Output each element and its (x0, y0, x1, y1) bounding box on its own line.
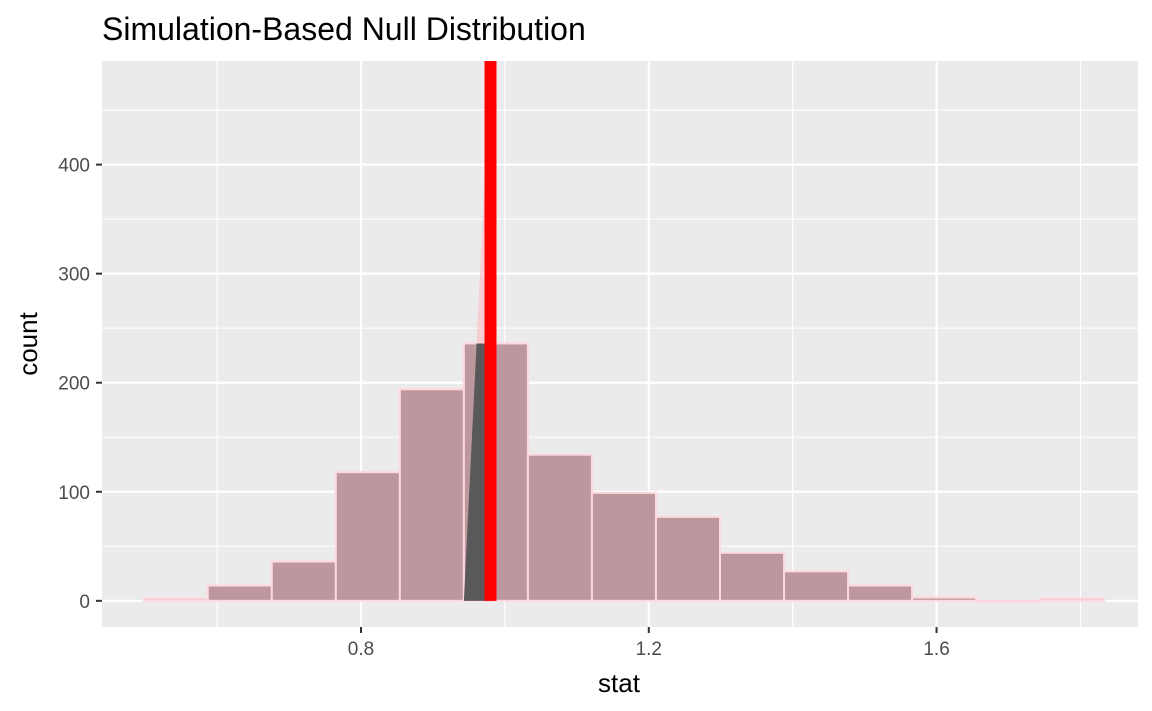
histogram-bar (719, 551, 786, 602)
histogram-bar (975, 599, 1042, 603)
x-tick-label: 1.6 (923, 639, 949, 660)
histogram-bar (142, 597, 209, 602)
histogram-bar (398, 388, 465, 602)
shade-overlap-area (463, 343, 491, 601)
histogram-bar (1039, 597, 1106, 602)
y-axis: 0 100 200 300 400 (58, 156, 102, 613)
histogram-bar (206, 584, 273, 602)
chart-title: Simulation-Based Null Distribution (102, 11, 586, 47)
histogram-bar (654, 515, 722, 602)
x-tick-label: 1.2 (636, 639, 662, 660)
y-tick-label: 0 (79, 592, 90, 613)
histogram-bar (526, 453, 593, 602)
y-tick-label: 300 (58, 265, 90, 286)
shade-overlap (463, 343, 491, 601)
histogram-bar (334, 471, 401, 602)
histogram-bar (911, 596, 978, 602)
y-tick-label: 400 (58, 156, 90, 177)
x-axis-title: stat (598, 668, 641, 698)
histogram-bar (270, 560, 337, 602)
y-tick-label: 100 (58, 483, 90, 504)
y-axis-title: count (13, 311, 43, 375)
histogram-bar (590, 491, 657, 602)
x-tick-label: 0.8 (348, 639, 374, 660)
y-tick-label: 200 (58, 374, 90, 395)
histogram-bar (847, 584, 914, 602)
histogram-bar (783, 570, 850, 602)
x-axis: 0.8 1.2 1.6 (348, 627, 950, 660)
